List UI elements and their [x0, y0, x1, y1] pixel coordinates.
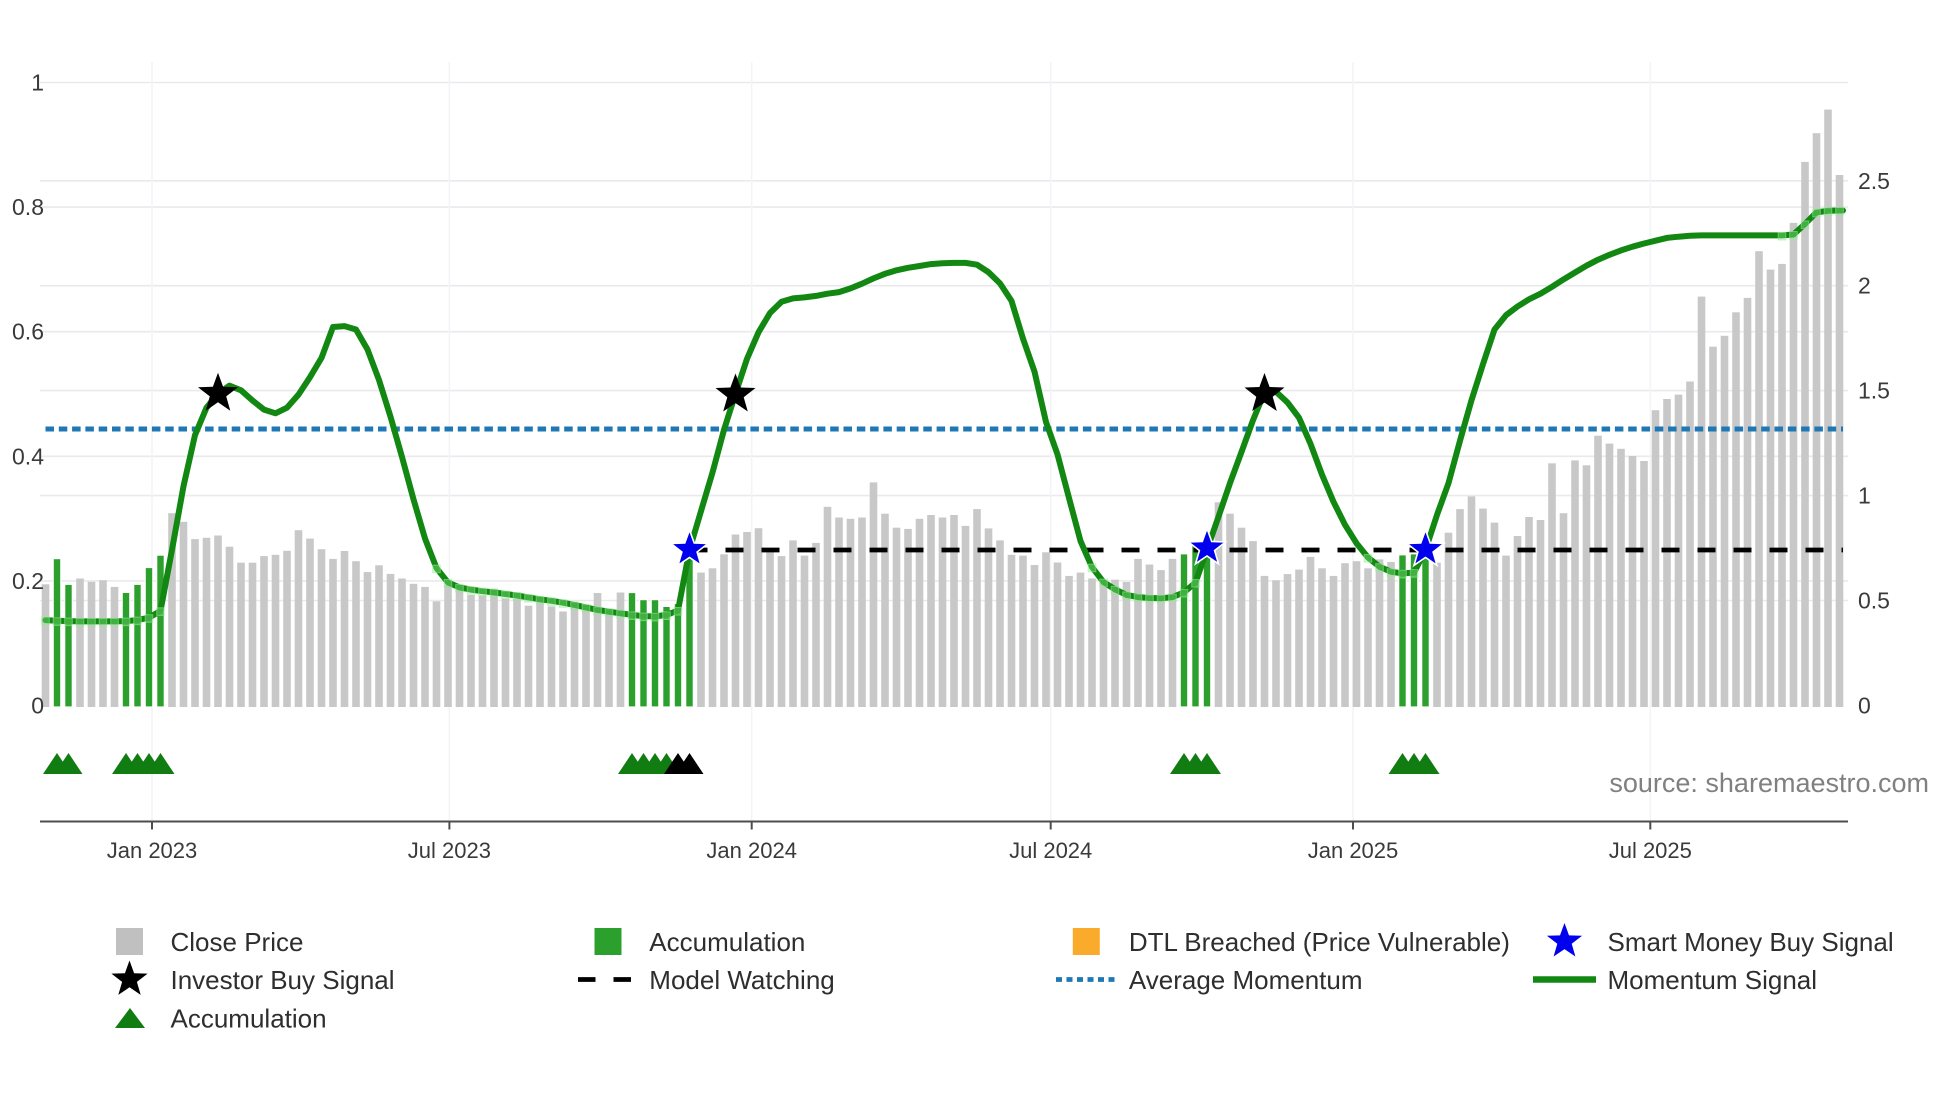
svg-text:Smart Money Buy Signal: Smart Money Buy Signal [1608, 927, 1894, 957]
svg-text:Jul 2025: Jul 2025 [1609, 838, 1692, 863]
svg-text:1.5: 1.5 [1858, 378, 1890, 404]
svg-text:Jan 2024: Jan 2024 [706, 838, 797, 863]
svg-text:Accumulation: Accumulation [171, 1004, 327, 1034]
svg-text:Investor Buy Signal: Investor Buy Signal [171, 965, 395, 995]
svg-text:1: 1 [31, 70, 44, 96]
svg-text:2: 2 [1858, 273, 1871, 299]
svg-text:DTL Breached (Price Vulnerable: DTL Breached (Price Vulnerable) [1129, 927, 1510, 957]
svg-text:0: 0 [1858, 693, 1871, 719]
svg-text:Jul 2024: Jul 2024 [1009, 838, 1092, 863]
svg-text:0.2: 0.2 [12, 568, 44, 594]
svg-text:Model Watching: Model Watching [649, 965, 834, 995]
svg-text:Jan 2025: Jan 2025 [1308, 838, 1399, 863]
svg-text:Jan 2023: Jan 2023 [107, 838, 198, 863]
svg-text:Average Momentum: Average Momentum [1129, 965, 1363, 995]
svg-text:0.6: 0.6 [12, 319, 44, 345]
svg-text:0.8: 0.8 [12, 194, 44, 220]
svg-text:Jul 2023: Jul 2023 [408, 838, 491, 863]
svg-text:0.5: 0.5 [1858, 588, 1890, 614]
svg-text:Momentum Signal: Momentum Signal [1608, 965, 1818, 995]
svg-text:0.4: 0.4 [12, 443, 44, 469]
svg-text:1: 1 [1858, 483, 1871, 509]
svg-text:Close Price: Close Price [171, 927, 304, 957]
svg-text:0: 0 [31, 693, 44, 719]
svg-text:source: sharemaestro.com: source: sharemaestro.com [1609, 768, 1929, 798]
svg-text:Accumulation: Accumulation [649, 927, 805, 957]
svg-text:2.5: 2.5 [1858, 168, 1890, 194]
